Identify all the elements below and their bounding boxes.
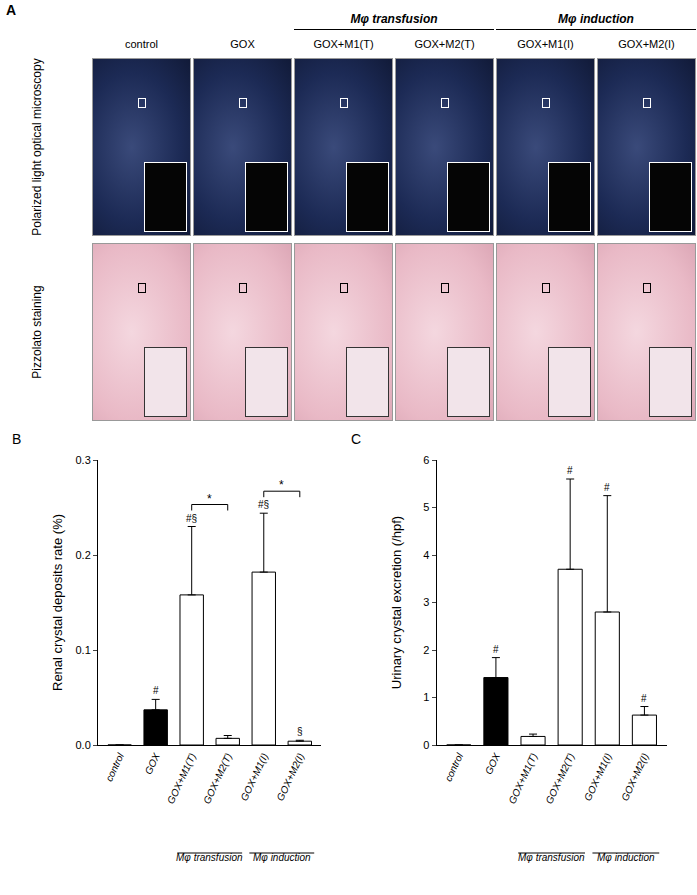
svg-text:GOX+M2(I): GOX+M2(I) — [274, 751, 306, 802]
svg-text:2: 2 — [423, 644, 429, 656]
svg-text:GOX+M2(T): GOX+M2(T) — [543, 751, 576, 805]
svg-text:B: B — [12, 431, 21, 447]
svg-text:Mφ transfusion: Mφ transfusion — [176, 852, 243, 863]
html-text:GOX+M1(T): GOX+M1(T) — [313, 38, 374, 50]
svg-text:3: 3 — [423, 596, 429, 608]
svg-text:5: 5 — [423, 501, 429, 513]
html-text:GOX+M1(I): GOX+M1(I) — [517, 38, 574, 50]
html-text:control: control — [125, 38, 158, 50]
svg-text:Urinary crystal excretion (/hp: Urinary crystal excretion (/hpf) — [389, 516, 404, 689]
svg-text:Renal crystal deposits rate (%: Renal crystal deposits rate (%) — [50, 514, 65, 691]
html-text:GOX: GOX — [230, 38, 255, 50]
html-text:Polarized light optical micros: Polarized light optical microscopy — [30, 58, 44, 236]
svg-text:GOX+M2(I): GOX+M2(I) — [619, 751, 651, 802]
svg-text:0.2: 0.2 — [76, 549, 91, 561]
svg-text:0.0: 0.0 — [76, 739, 91, 751]
html-text:Pizzolato staining: Pizzolato staining — [30, 285, 44, 379]
svg-text:#§: #§ — [258, 499, 269, 510]
svg-text:GOX+M1(T): GOX+M1(T) — [165, 751, 198, 805]
svg-text:GOX: GOX — [143, 751, 163, 776]
html-text:A: A — [6, 2, 17, 18]
svg-text:#: # — [567, 465, 573, 476]
svg-text:4: 4 — [423, 549, 429, 561]
svg-text:Mφ transfusion: Mφ transfusion — [518, 852, 585, 863]
svg-text:Mφ induction: Mφ induction — [253, 852, 311, 863]
svg-text:#: # — [153, 685, 159, 696]
svg-text:GOX+M1(T): GOX+M1(T) — [506, 751, 539, 805]
svg-text:GOX+M2(T): GOX+M2(T) — [201, 751, 234, 805]
svg-text:*: * — [279, 478, 284, 492]
svg-text:#: # — [493, 644, 499, 655]
html-text:Mφ transfusion: Mφ transfusion — [350, 12, 438, 26]
svg-text:#: # — [604, 482, 610, 493]
svg-text:6: 6 — [423, 454, 429, 466]
svg-text:1: 1 — [423, 691, 429, 703]
svg-text:C: C — [351, 431, 361, 447]
html-text:GOX+M2(I): GOX+M2(I) — [618, 38, 675, 50]
svg-text:control: control — [103, 751, 126, 784]
html-text:Mφ induction: Mφ induction — [558, 12, 634, 26]
svg-text:#§: #§ — [186, 513, 197, 524]
html-text:GOX+M2(T): GOX+M2(T) — [414, 38, 475, 50]
svg-text:0.1: 0.1 — [76, 644, 91, 656]
svg-text:GOX+M1(I): GOX+M1(I) — [582, 751, 614, 802]
svg-text:GOX: GOX — [483, 751, 503, 776]
svg-text:0: 0 — [423, 739, 429, 751]
svg-text:control: control — [442, 751, 465, 784]
svg-text:GOX+M1(I): GOX+M1(I) — [238, 751, 270, 802]
svg-text:*: * — [207, 492, 212, 506]
svg-text:Mφ induction: Mφ induction — [597, 852, 655, 863]
svg-text:0.3: 0.3 — [76, 454, 91, 466]
svg-text:§: § — [297, 726, 303, 737]
svg-text:#: # — [641, 693, 647, 704]
